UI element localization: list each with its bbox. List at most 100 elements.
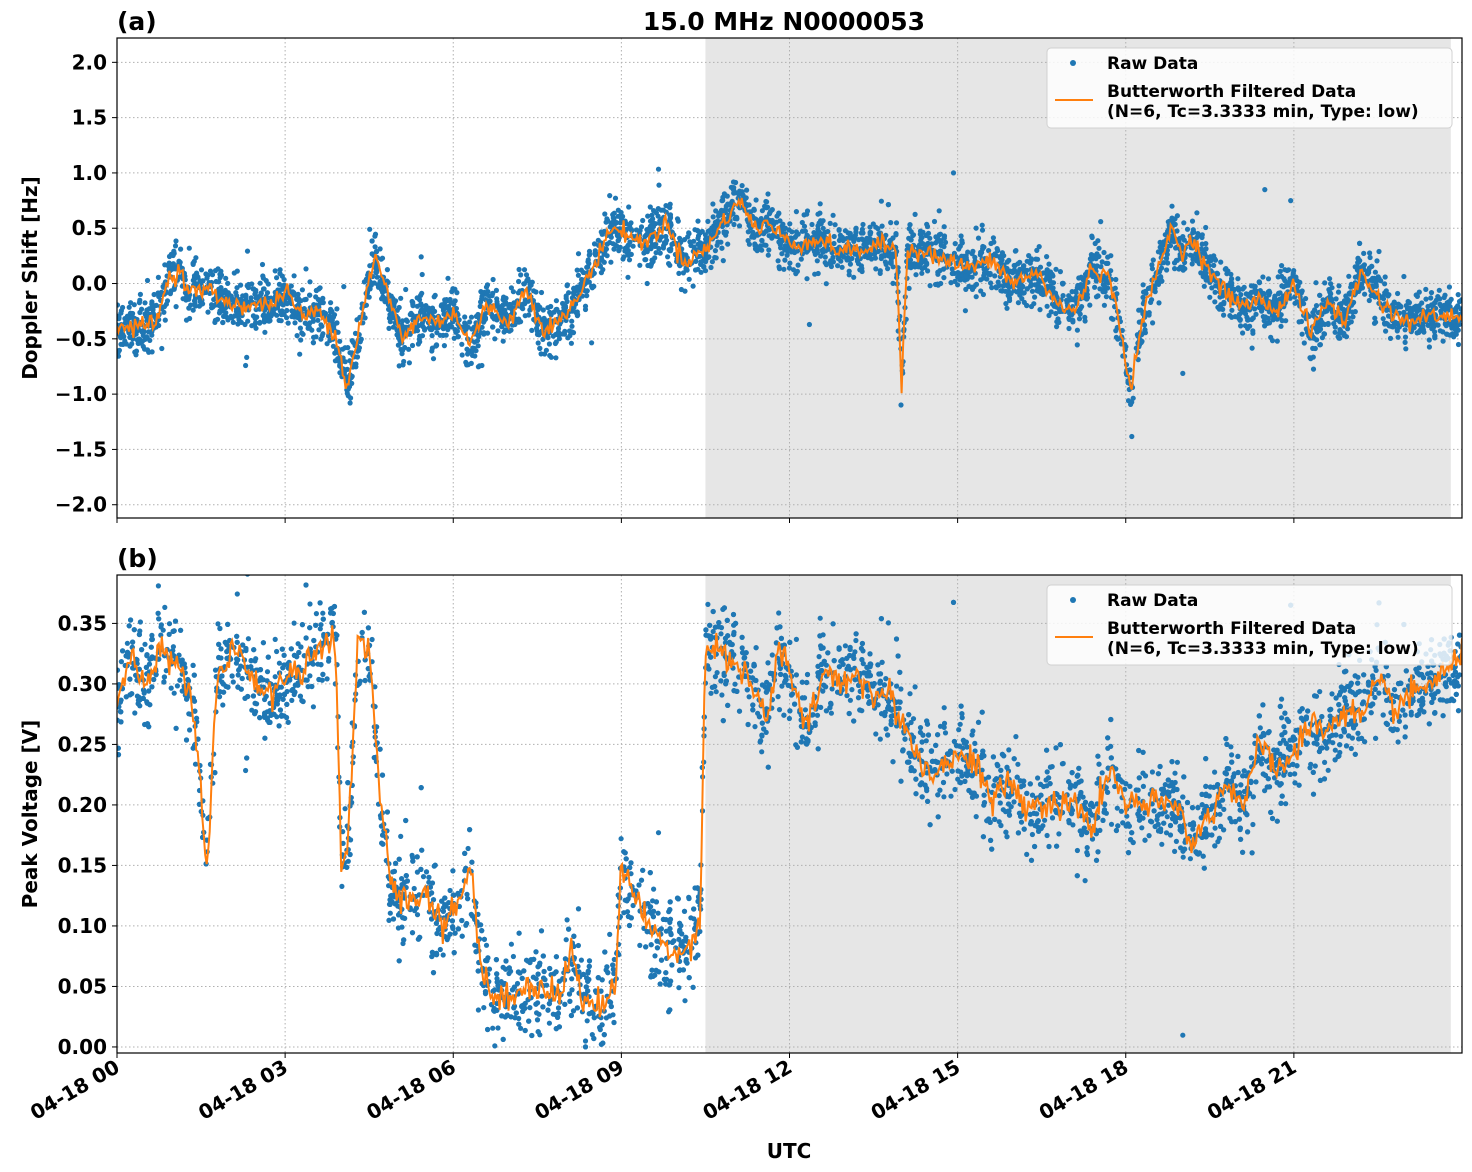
raw-point <box>1322 280 1328 286</box>
raw-point <box>464 362 470 368</box>
raw-point <box>931 218 938 225</box>
raw-point <box>1207 294 1213 300</box>
raw-point <box>1249 345 1255 351</box>
raw-point <box>1327 297 1334 303</box>
raw-point <box>786 265 793 271</box>
legend-filtered-label-line: Butterworth Filtered Data <box>1107 82 1356 102</box>
raw-point <box>483 297 489 303</box>
raw-point <box>407 331 413 337</box>
raw-point <box>906 285 912 291</box>
y-tick-label: 1.5 <box>72 106 107 130</box>
raw-point <box>1341 307 1347 313</box>
raw-point <box>377 282 384 288</box>
raw-point <box>192 303 199 309</box>
panel-a-plot: −2.0−1.5−1.0−0.50.00.51.01.52.0 Raw DataB… <box>55 37 1463 523</box>
raw-point <box>1150 320 1156 326</box>
raw-point <box>162 262 168 268</box>
raw-point <box>477 303 483 309</box>
raw-point <box>244 354 250 360</box>
raw-point <box>419 333 426 339</box>
raw-point <box>973 225 979 231</box>
raw-point <box>330 321 336 327</box>
raw-point <box>815 223 821 229</box>
raw-point <box>210 304 216 310</box>
raw-point <box>1435 322 1441 328</box>
raw-point <box>1393 305 1399 311</box>
raw-point <box>459 352 465 358</box>
raw-point <box>272 268 278 274</box>
raw-point <box>134 337 140 343</box>
raw-point <box>966 283 972 289</box>
raw-point <box>143 314 149 320</box>
raw-point <box>759 237 765 244</box>
raw-point <box>307 320 313 326</box>
raw-point <box>1317 292 1323 298</box>
raw-point <box>746 222 752 229</box>
raw-point <box>1037 264 1044 270</box>
raw-point <box>1437 328 1443 334</box>
raw-point <box>1005 269 1012 276</box>
raw-point <box>1232 314 1238 320</box>
raw-point <box>708 264 714 271</box>
raw-point <box>139 306 145 312</box>
raw-point <box>577 284 583 290</box>
raw-point <box>330 314 336 320</box>
raw-point <box>1190 227 1196 233</box>
raw-point <box>1140 282 1146 288</box>
raw-point <box>571 286 577 292</box>
raw-point <box>280 284 286 290</box>
raw-point <box>236 311 242 317</box>
raw-point <box>485 289 491 295</box>
raw-point <box>529 327 535 333</box>
legend-box <box>1046 47 1453 129</box>
raw-point <box>1142 288 1149 294</box>
raw-point <box>1108 268 1114 274</box>
raw-point <box>403 286 409 293</box>
raw-point <box>1245 325 1251 331</box>
raw-point <box>973 294 979 300</box>
raw-point <box>305 325 311 331</box>
raw-point <box>699 228 705 235</box>
raw-point <box>447 296 453 303</box>
raw-point <box>615 213 621 219</box>
raw-point <box>225 280 231 286</box>
raw-point <box>468 360 474 366</box>
raw-point <box>324 341 330 347</box>
raw-point <box>941 224 947 230</box>
raw-point <box>465 351 471 357</box>
raw-point <box>186 293 192 299</box>
raw-point <box>281 311 287 317</box>
raw-point <box>589 340 595 346</box>
raw-point <box>1027 260 1033 266</box>
raw-point <box>345 393 351 399</box>
raw-point <box>1295 283 1301 289</box>
raw-point <box>1320 297 1326 303</box>
raw-point <box>574 309 580 315</box>
raw-point <box>860 221 866 228</box>
panel-a-ylabel: Doppler Shift [Hz] <box>18 176 42 380</box>
raw-point <box>907 222 913 228</box>
raw-point <box>1195 231 1201 237</box>
raw-point <box>574 267 580 273</box>
raw-point <box>1420 323 1426 329</box>
raw-point <box>1026 253 1032 259</box>
raw-point <box>725 241 731 247</box>
raw-point <box>680 270 687 276</box>
figure-title: 15.0 MHz N0000053 <box>643 7 925 36</box>
raw-point <box>625 274 631 280</box>
raw-point <box>257 280 263 286</box>
raw-point <box>890 280 896 286</box>
raw-point <box>1279 263 1285 269</box>
raw-point <box>1032 294 1038 300</box>
raw-point <box>630 243 636 249</box>
raw-point <box>441 343 447 349</box>
raw-point <box>556 336 563 342</box>
raw-point <box>835 263 841 269</box>
raw-point <box>969 274 975 280</box>
raw-point <box>352 330 359 336</box>
raw-point <box>190 307 196 313</box>
raw-point <box>569 323 575 329</box>
raw-point <box>129 341 135 347</box>
raw-point <box>1044 254 1050 260</box>
raw-point <box>578 267 585 273</box>
